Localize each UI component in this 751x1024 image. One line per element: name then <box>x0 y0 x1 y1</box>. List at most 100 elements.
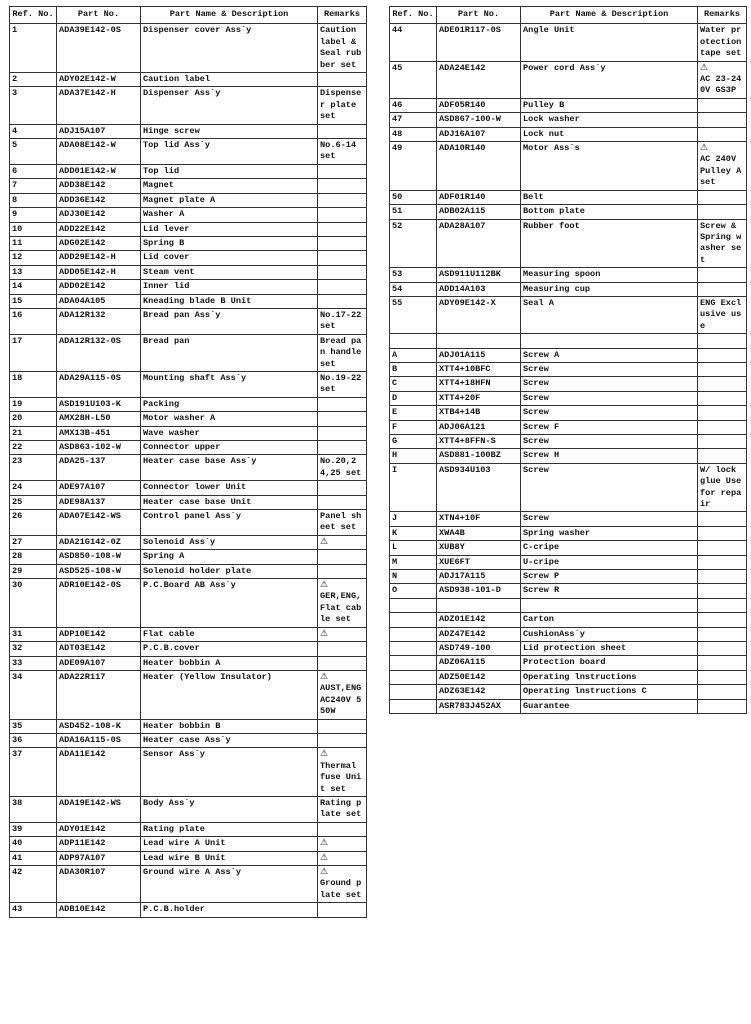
part-no-cell: ADZ47E142 <box>436 626 521 643</box>
part-no-cell: ADA08E142-W <box>56 138 141 165</box>
remarks-cell: Rating plate set <box>317 795 367 823</box>
right-rows: 44 ADE01R117-0S Angle Unit Water protection… <box>389 23 747 715</box>
ref-cell <box>389 333 437 349</box>
part-no-cell: ADA22R117 <box>56 669 141 720</box>
remarks-cell <box>317 732 367 749</box>
remarks-cell <box>697 540 747 556</box>
ref-cell: 2 <box>9 72 57 88</box>
table-row: 34 ADA22R117 Heater (Yellow Insulator) ⚠ AUS… <box>9 669 367 720</box>
part-name-cell: Spring A <box>140 549 318 565</box>
part-name-cell: Washer A <box>140 207 318 223</box>
part-no-cell: ADD05E142-H <box>56 264 141 281</box>
part-no-cell: ADD29E142-H <box>56 250 141 266</box>
part-name-cell: Bottom plate <box>520 204 698 220</box>
part-name-cell: Screw <box>520 433 698 450</box>
remarks-cell <box>697 347 747 363</box>
header-part-name: Part Name & Description <box>140 5 318 25</box>
part-no-cell: ADP97A107 <box>56 850 141 867</box>
part-no-cell: ADE09A107 <box>56 655 141 671</box>
remarks-cell <box>697 419 747 435</box>
table-row: 47 ASD867-100-W Lock washer <box>389 112 747 128</box>
remarks-cell: Screw & Spring washer set <box>697 218 747 269</box>
remarks-text: GER,ENG, Flat cable set <box>320 591 362 625</box>
part-name-cell: Heater (Yellow Insulator) <box>140 669 318 720</box>
part-name-cell: Wave washer <box>140 425 318 442</box>
ref-cell: 42 <box>9 864 57 904</box>
table-row: 5 ADA08E142-W Top lid Ass´y No.6-14 set <box>9 138 367 165</box>
part-name-cell: Screw <box>520 511 698 527</box>
remarks-cell <box>317 425 367 442</box>
warning-triangle-icon: ⚠ <box>320 671 329 682</box>
ref-cell: K <box>389 525 437 542</box>
remarks-cell <box>697 655 747 671</box>
remarks-cell <box>317 718 367 734</box>
warning-triangle-icon: ⚠ <box>700 62 709 73</box>
ref-cell: 4 <box>9 123 57 140</box>
table-row: 53 ASD911U112BK Measuring spoon <box>389 267 747 283</box>
table-row: 41 ADP97A107 Lead wire B Unit ⚠ <box>9 850 367 867</box>
header-remarks: Remarks <box>317 5 367 25</box>
part-no-cell: ASD863-102-W <box>56 439 141 456</box>
part-name-cell: C-cripe <box>520 540 698 556</box>
warning-triangle-icon: ⚠ <box>320 536 329 547</box>
ref-cell: 5 <box>9 138 57 165</box>
remarks-cell <box>317 221 367 237</box>
remarks-cell: ⚠ AC 23-240V GS3P <box>697 60 747 99</box>
remarks-cell <box>697 554 747 571</box>
part-name-cell: Solenoid holder plate <box>140 563 318 580</box>
part-no-cell: XUB8Y <box>436 540 521 556</box>
part-name-cell: Motor Ass´s <box>520 141 698 191</box>
ref-cell: 55 <box>389 295 437 335</box>
ref-cell: 39 <box>9 821 57 838</box>
ref-cell <box>389 698 437 715</box>
table-row: I ASD934U103 Screw W/ lock glue Use for rep… <box>389 462 747 513</box>
remarks-cell: Dispenser plate set <box>317 86 367 125</box>
ref-cell: 14 <box>9 279 57 295</box>
header-remarks: Remarks <box>697 5 747 25</box>
part-no-cell: ADA04A105 <box>56 293 141 309</box>
ref-cell: I <box>389 462 437 513</box>
table-row: 54 ADD14A103 Measuring cup <box>389 281 747 297</box>
table-row: 46 ADF05R140 Pulley B <box>389 97 747 114</box>
table-row: A ADJ01A115 Screw A <box>389 347 747 363</box>
part-name-cell: CushionAss´y <box>520 626 698 643</box>
table-row: 33 ADE09A107 Heater bobbin A <box>9 655 367 671</box>
remarks-text: ENG Exclusive use <box>700 297 742 331</box>
part-name-cell: P.C.B.holder <box>140 902 318 918</box>
table-row: 36 ADA16A115-0S Heater case Ass´y <box>9 732 367 749</box>
remarks-cell <box>697 333 747 349</box>
ref-cell <box>389 684 437 700</box>
part-no-cell: ADJ15A107 <box>56 123 141 140</box>
ref-cell: 11 <box>9 235 57 252</box>
part-no-cell: ADZ06A115 <box>436 655 521 671</box>
header-row: Ref. No. Part No. Part Name & Descriptio… <box>9 5 367 25</box>
ref-cell <box>389 669 437 686</box>
part-name-cell: Mounting shaft Ass´y <box>140 370 318 398</box>
part-no-cell: ADY02E142-W <box>56 72 141 88</box>
part-no-cell: ASD938-101-D <box>436 583 521 599</box>
table-row: G XTT4+8FFN-S Screw <box>389 433 747 450</box>
table-row: C XTT4+18HFN Screw <box>389 376 747 392</box>
part-no-cell: ADA21G142-0Z <box>56 534 141 551</box>
ref-cell: F <box>389 419 437 435</box>
part-name-cell: Inner lid <box>140 279 318 295</box>
ref-cell: 52 <box>389 218 437 269</box>
part-name-cell: Heater case Ass´y <box>140 732 318 749</box>
table-row: 14 ADD02E142 Inner lid <box>9 279 367 295</box>
remarks-cell <box>697 626 747 643</box>
part-name-cell: Carton <box>520 612 698 628</box>
ref-cell: 16 <box>9 307 57 335</box>
part-name-cell: Rubber foot <box>520 218 698 269</box>
remarks-cell: Bread pan handle set <box>317 333 367 372</box>
remarks-cell <box>697 112 747 128</box>
part-no-cell: ADJ17A115 <box>436 569 521 585</box>
remarks-cell <box>317 549 367 565</box>
remarks-cell <box>317 902 367 918</box>
table-row: 8 ADD36E142 Magnet plate A <box>9 192 367 209</box>
remarks-cell <box>317 235 367 252</box>
table-row: 39 ADY01E142 Rating plate <box>9 821 367 838</box>
header-part-no: Part No. <box>436 5 521 25</box>
part-no-cell: ADD38E142 <box>56 178 141 194</box>
remarks-text: No.19-22 set <box>320 372 362 395</box>
part-name-cell: Spring B <box>140 235 318 252</box>
